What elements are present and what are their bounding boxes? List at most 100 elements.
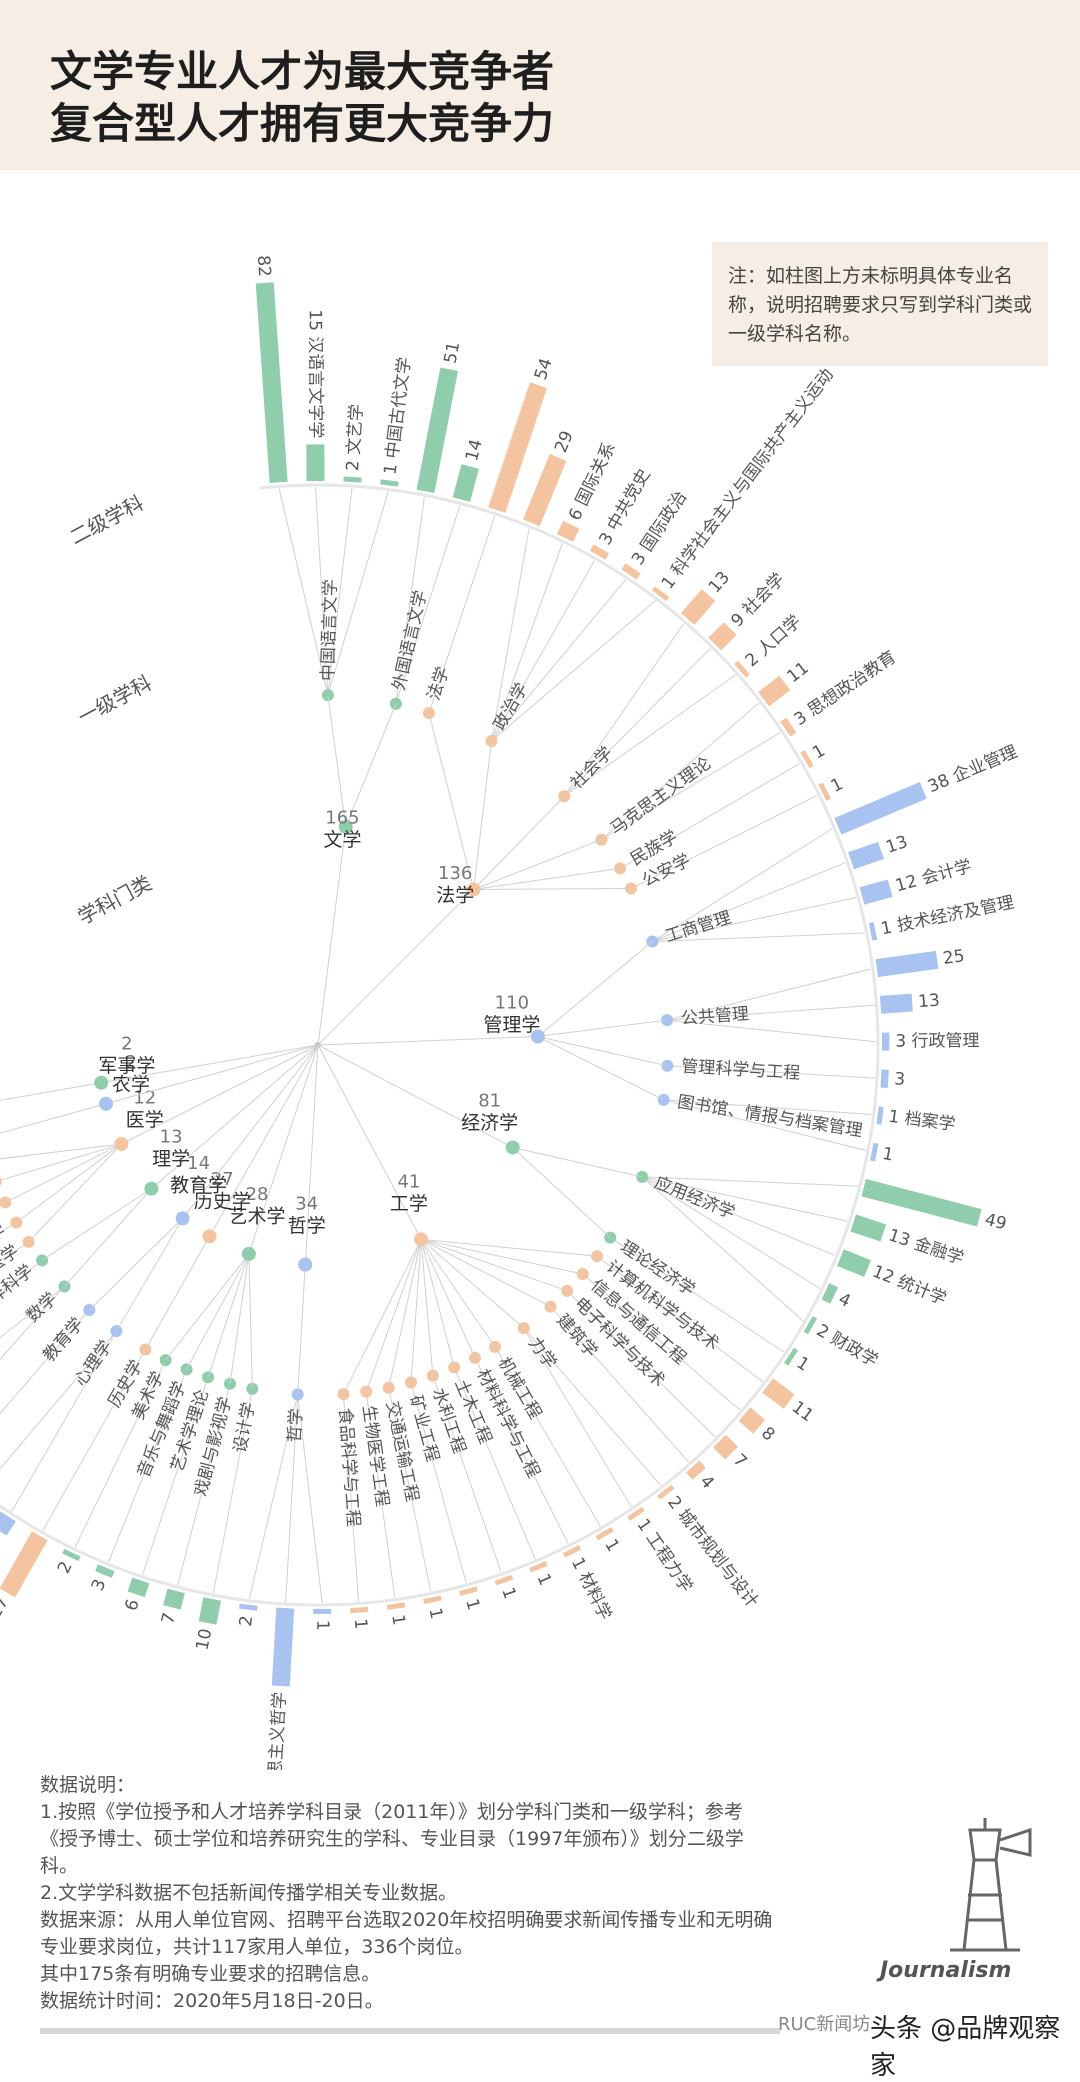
link-first-bar	[395, 505, 461, 704]
link-root-cat	[317, 826, 347, 1046]
cat-label-医学: 医学	[126, 1109, 164, 1131]
link-first-bar	[619, 762, 800, 869]
link-cat-first	[512, 1147, 611, 1238]
bar-label-哲学-0-1: 32 马克思主义哲学	[262, 1691, 290, 1770]
bar-label-经济学-0-1: 13 金融学	[886, 1225, 966, 1269]
cat-label-教育学: 教育学	[170, 1174, 227, 1196]
link-cat-first	[248, 1253, 253, 1389]
link-first-bar	[642, 1176, 836, 1256]
bar-label-管理学-1-1: 13	[917, 991, 940, 1012]
bar-管理学-2-0	[880, 1069, 889, 1088]
bar-label-工学-7-0: 1	[533, 1571, 556, 1589]
first-label-工学-4: 力学	[524, 1334, 560, 1373]
cat-label-工学: 工学	[390, 1193, 428, 1215]
cat-total-工学: 41	[397, 1171, 420, 1192]
bar-label-法学-3-0: 11	[783, 658, 812, 687]
bar-艺术学-0-0	[198, 1597, 221, 1625]
link-first-bar	[563, 648, 711, 797]
bar-label-法学-1-4: 1 科学社会主义与国际共产主义运动	[658, 365, 838, 593]
link-cat-first	[537, 1036, 668, 1067]
cat-label-艺术学: 艺术学	[229, 1206, 286, 1228]
first-label-法学-1: 政治学	[490, 680, 533, 734]
bar-label-法学-2-0: 13	[705, 568, 734, 597]
bar-法学-5-0	[818, 782, 831, 801]
link-cat-first	[327, 695, 347, 827]
link-first-bar	[365, 1391, 396, 1598]
bar-label-管理学-0-2: 12 会计学	[893, 856, 974, 896]
link-cat-first	[229, 1253, 250, 1384]
link-cat-first	[420, 1238, 551, 1308]
link-first-bar	[596, 1255, 764, 1383]
link-first-bar	[285, 1394, 299, 1603]
bar-label-工学-4-0: 2 城市规划与设计	[663, 1493, 762, 1612]
bar-文学-1-1	[452, 464, 479, 502]
first-label-教育学-0: 心理学	[71, 1337, 117, 1390]
bar-教育学-0-0	[0, 1511, 16, 1536]
bar-文学-1-0	[416, 367, 459, 494]
first-label-管理学-3: 图书馆、情报与档案管理	[676, 1092, 864, 1141]
link-first-bar	[315, 486, 329, 696]
bar-工学-11-0	[386, 1602, 406, 1610]
cat-total-农学: 2	[125, 1052, 136, 1073]
link-cat-first	[165, 1253, 250, 1361]
first-label-教育学-1: 教育学	[39, 1314, 87, 1366]
bar-工学-5-0	[595, 1526, 614, 1541]
link-first-bar	[0, 1330, 117, 1470]
cat-node-医学	[114, 1136, 129, 1151]
link-cat-first	[410, 1239, 422, 1383]
cat-total-医学: 12	[133, 1087, 156, 1108]
bar-label-哲学-0-0: 1	[312, 1620, 332, 1631]
bar-label-管理学-0-3: 1 技术经济及管理	[879, 893, 1015, 940]
bar-工学-4-1	[627, 1506, 645, 1521]
link-first-bar	[652, 862, 846, 942]
bar-label-经济学-0-2: 12 统计学	[869, 1262, 949, 1310]
bar-管理学-0-0	[834, 782, 927, 835]
bar-label-管理学-3-1: 1	[881, 1144, 895, 1166]
bar-label-工学-10-0: 1	[424, 1606, 446, 1621]
bar-法学-3-1	[780, 717, 797, 737]
first-label-法学-2: 社会学	[567, 743, 617, 793]
cat-node-管理学	[530, 1029, 545, 1044]
bar-文学-0-1	[306, 444, 325, 482]
bar-历史学-0-0	[0, 1531, 48, 1598]
outer-ring	[0, 483, 880, 1607]
link-cat-first	[420, 1239, 476, 1359]
link-cat-first	[428, 712, 475, 890]
link-cat-first	[420, 1238, 583, 1275]
link-cat-first	[420, 1239, 434, 1376]
link-cat-first	[420, 1238, 568, 1292]
link-first-bar	[107, 1369, 188, 1563]
bar-管理学-0-3	[868, 921, 878, 941]
link-cat-first	[342, 1239, 422, 1395]
link-first-bar	[278, 488, 329, 696]
cat-node-工学	[414, 1232, 429, 1247]
link-root-cat	[105, 1044, 319, 1105]
link-first-bar	[491, 560, 596, 742]
link-root-cat	[182, 1044, 319, 1219]
link-first-bar	[42, 1349, 146, 1531]
cat-label-哲学: 哲学	[288, 1215, 326, 1237]
bar-label-工学-8-0: 1	[497, 1585, 519, 1602]
bar-经济学-1-0	[784, 1347, 799, 1366]
link-cat-first	[537, 941, 653, 1037]
link-cat-first	[420, 1238, 525, 1329]
link-first-bar	[563, 623, 685, 797]
link-cat-first	[144, 1236, 210, 1350]
link-first-bar	[642, 1176, 848, 1222]
link-root-cat	[151, 1044, 319, 1190]
link-first-bar	[297, 1394, 323, 1604]
link-cat-first	[115, 1218, 184, 1332]
cat-total-管理学: 110	[495, 993, 529, 1014]
cat-label-法学: 法学	[436, 884, 474, 906]
bar-管理学-1-0	[875, 950, 939, 978]
bar-label-经济学-1-0: 1	[793, 1353, 813, 1376]
bar-label-管理学-0-1: 13	[883, 832, 910, 858]
link-first-bar	[566, 1290, 716, 1438]
link-first-bar	[388, 1387, 432, 1592]
bar-文学-0-2	[343, 476, 362, 483]
cat-total-军事学: 2	[121, 1033, 132, 1054]
bar-label-哲学-0-2: 2	[236, 1614, 257, 1627]
cat-label-管理学: 管理学	[483, 1014, 540, 1036]
cat-total-艺术学: 28	[246, 1184, 269, 1205]
cat-node-历史学	[202, 1229, 217, 1244]
